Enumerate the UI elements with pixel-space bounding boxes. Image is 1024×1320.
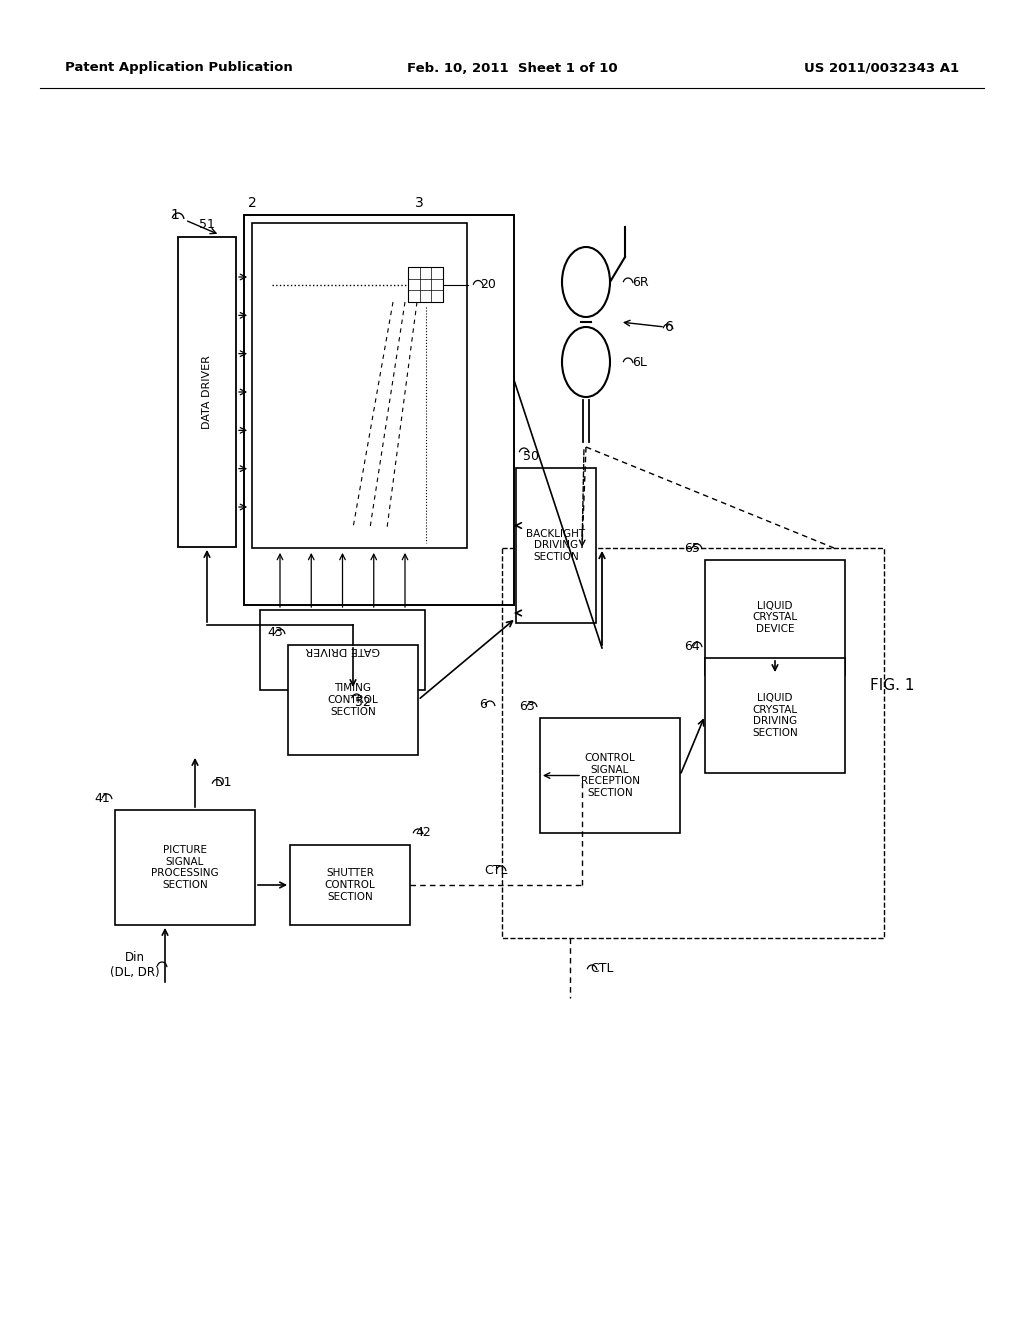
FancyBboxPatch shape [260,610,425,690]
Text: SHUTTER
CONTROL
SECTION: SHUTTER CONTROL SECTION [325,869,376,902]
Text: 6R: 6R [632,276,648,289]
Text: DATA DRIVER: DATA DRIVER [202,355,212,429]
Text: CONTROL
SIGNAL
RECEPTION
SECTION: CONTROL SIGNAL RECEPTION SECTION [581,754,640,797]
FancyBboxPatch shape [115,810,255,925]
Text: LIQUID
CRYSTAL
DEVICE: LIQUID CRYSTAL DEVICE [753,601,798,634]
FancyBboxPatch shape [540,718,680,833]
Text: 52: 52 [354,696,371,709]
FancyBboxPatch shape [288,645,418,755]
Text: 43: 43 [267,627,283,639]
FancyBboxPatch shape [290,845,410,925]
Text: CTL: CTL [484,863,508,876]
FancyBboxPatch shape [516,469,596,623]
Text: 64: 64 [684,639,700,652]
FancyBboxPatch shape [705,560,845,675]
Text: FIG. 1: FIG. 1 [870,677,914,693]
Text: 6L: 6L [632,355,647,368]
Text: TIMING
CONTROL
SECTION: TIMING CONTROL SECTION [328,684,379,717]
Text: BACKLIGHT
DRIVING
SECTION: BACKLIGHT DRIVING SECTION [526,529,586,562]
Text: 51: 51 [199,219,215,231]
Text: 20: 20 [480,279,496,290]
FancyBboxPatch shape [252,223,467,548]
Text: 2: 2 [248,195,256,210]
Text: GATE DRIVER: GATE DRIVER [305,645,380,655]
FancyBboxPatch shape [178,238,236,546]
Text: 6: 6 [479,697,487,710]
Text: 63: 63 [519,700,535,713]
Text: LIQUID
CRYSTAL
DRIVING
SECTION: LIQUID CRYSTAL DRIVING SECTION [752,693,798,738]
Text: 50: 50 [523,450,539,462]
Text: US 2011/0032343 A1: US 2011/0032343 A1 [804,62,959,74]
Text: CTL: CTL [590,961,613,974]
FancyBboxPatch shape [408,267,443,302]
Text: D1: D1 [215,776,232,789]
Text: 42: 42 [415,826,431,840]
FancyBboxPatch shape [244,215,514,605]
Ellipse shape [562,327,610,397]
Text: 3: 3 [415,195,424,210]
FancyBboxPatch shape [705,657,845,774]
Text: PICTURE
SIGNAL
PROCESSING
SECTION: PICTURE SIGNAL PROCESSING SECTION [152,845,219,890]
Text: Patent Application Publication: Patent Application Publication [65,62,293,74]
Text: 65: 65 [684,541,700,554]
Text: 6: 6 [665,319,674,334]
Text: 41: 41 [94,792,110,804]
Text: Din
(DL, DR): Din (DL, DR) [111,950,160,979]
Text: 1: 1 [171,209,179,222]
Text: Feb. 10, 2011  Sheet 1 of 10: Feb. 10, 2011 Sheet 1 of 10 [407,62,617,74]
Ellipse shape [562,247,610,317]
